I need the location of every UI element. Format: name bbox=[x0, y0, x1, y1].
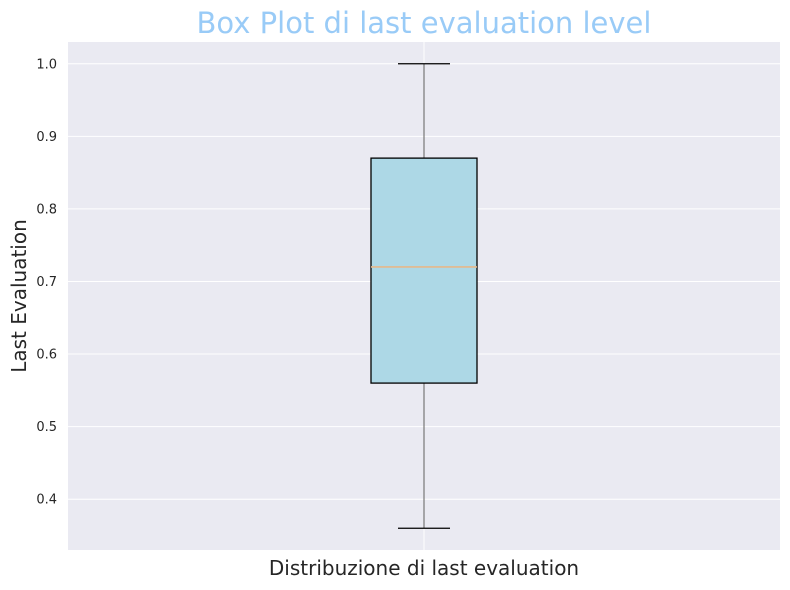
x-axis-label: Distribuzione di last evaluation bbox=[268, 556, 580, 580]
y-tick-label: 0.4 bbox=[36, 493, 57, 508]
y-tick-label: 0.9 bbox=[36, 130, 57, 145]
y-axis-ticks: 0.4 0.5 0.6 0.7 0.8 0.9 1.0 bbox=[36, 57, 57, 507]
y-tick-label: 0.7 bbox=[36, 275, 57, 290]
y-axis-label: Last Evaluation bbox=[7, 219, 31, 373]
y-tick-label: 0.5 bbox=[36, 420, 57, 435]
y-tick-label: 1.0 bbox=[36, 57, 57, 72]
box-iqr bbox=[370, 157, 478, 384]
chart-title: Box Plot di last evaluation level bbox=[196, 6, 652, 40]
box-layer bbox=[370, 63, 478, 529]
y-tick-label: 0.8 bbox=[36, 202, 57, 217]
y-tick-label: 0.6 bbox=[36, 348, 57, 363]
